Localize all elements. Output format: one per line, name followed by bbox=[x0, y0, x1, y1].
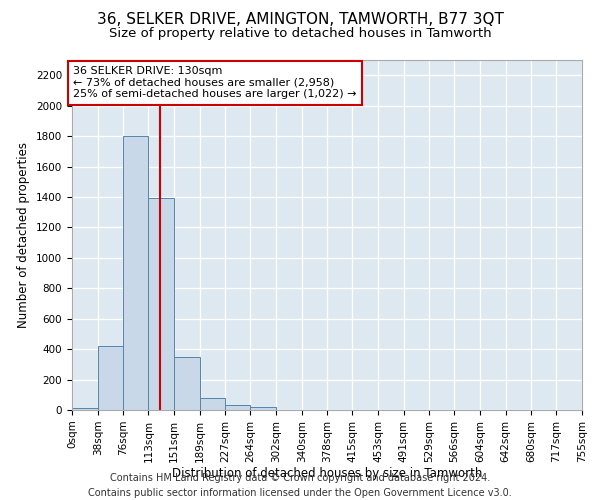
Bar bbox=[226, 406, 250, 410]
Bar bbox=[174, 356, 200, 410]
X-axis label: Distribution of detached houses by size in Tamworth: Distribution of detached houses by size … bbox=[172, 468, 482, 480]
Text: 36, SELKER DRIVE, AMINGTON, TAMWORTH, B77 3QT: 36, SELKER DRIVE, AMINGTON, TAMWORTH, B7… bbox=[97, 12, 503, 28]
Bar bbox=[148, 198, 174, 410]
Bar bbox=[124, 136, 148, 410]
Bar bbox=[98, 346, 124, 410]
Text: Size of property relative to detached houses in Tamworth: Size of property relative to detached ho… bbox=[109, 28, 491, 40]
Bar bbox=[200, 398, 226, 410]
Bar bbox=[250, 407, 276, 410]
Text: Contains HM Land Registry data © Crown copyright and database right 2024.
Contai: Contains HM Land Registry data © Crown c… bbox=[88, 472, 512, 498]
Text: 36 SELKER DRIVE: 130sqm
← 73% of detached houses are smaller (2,958)
25% of semi: 36 SELKER DRIVE: 130sqm ← 73% of detache… bbox=[73, 66, 357, 100]
Bar bbox=[72, 408, 98, 410]
Y-axis label: Number of detached properties: Number of detached properties bbox=[17, 142, 31, 328]
